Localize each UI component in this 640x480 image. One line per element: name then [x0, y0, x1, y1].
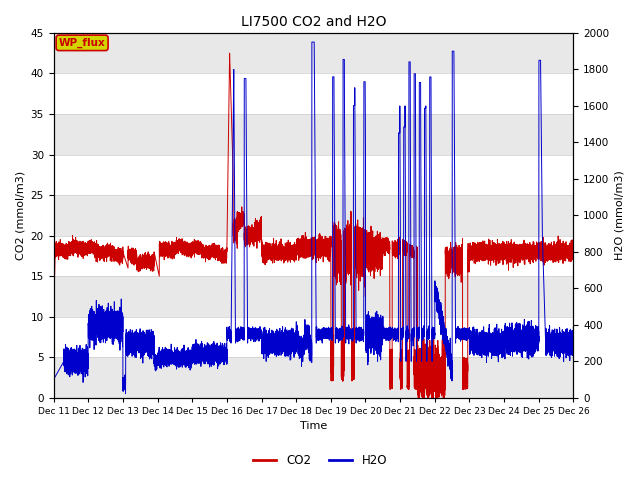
- X-axis label: Time: Time: [300, 421, 327, 432]
- Title: LI7500 CO2 and H2O: LI7500 CO2 and H2O: [241, 15, 387, 29]
- Bar: [54, 195, 573, 236]
- Bar: [54, 33, 573, 73]
- Bar: [54, 114, 573, 155]
- Y-axis label: CO2 (mmol/m3): CO2 (mmol/m3): [15, 171, 25, 260]
- Text: WP_flux: WP_flux: [59, 38, 106, 48]
- Bar: [54, 357, 573, 398]
- Y-axis label: H2O (mmol/m3): H2O (mmol/m3): [615, 170, 625, 260]
- Legend: CO2, H2O: CO2, H2O: [248, 449, 392, 472]
- Bar: [54, 276, 573, 317]
